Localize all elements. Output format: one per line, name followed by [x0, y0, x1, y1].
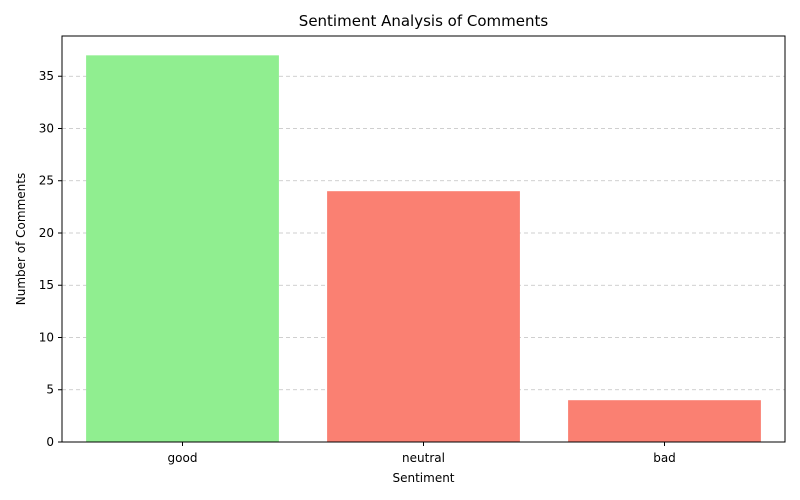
x-axis-ticks: good neutral bad — [168, 442, 676, 465]
x-tick-label-neutral: neutral — [402, 451, 445, 465]
bar-bad — [568, 400, 761, 442]
y-tick-label: 0 — [46, 435, 54, 449]
x-tick-label-good: good — [168, 451, 198, 465]
y-tick-label: 35 — [39, 69, 54, 83]
bar-good — [86, 55, 279, 442]
y-axis-ticks: 0 5 10 15 20 25 30 35 — [39, 69, 62, 449]
y-tick-label: 25 — [39, 174, 54, 188]
y-tick-label: 5 — [46, 383, 54, 397]
x-tick-label-bad: bad — [653, 451, 676, 465]
bars — [86, 55, 761, 442]
y-axis-label: Number of Comments — [14, 173, 28, 305]
chart-title: Sentiment Analysis of Comments — [299, 12, 549, 30]
y-tick-label: 20 — [39, 226, 54, 240]
bar-neutral — [327, 191, 520, 442]
x-axis-label: Sentiment — [392, 471, 454, 485]
y-tick-label: 10 — [39, 330, 54, 344]
y-tick-label: 30 — [39, 121, 54, 135]
y-tick-label: 15 — [39, 278, 54, 292]
